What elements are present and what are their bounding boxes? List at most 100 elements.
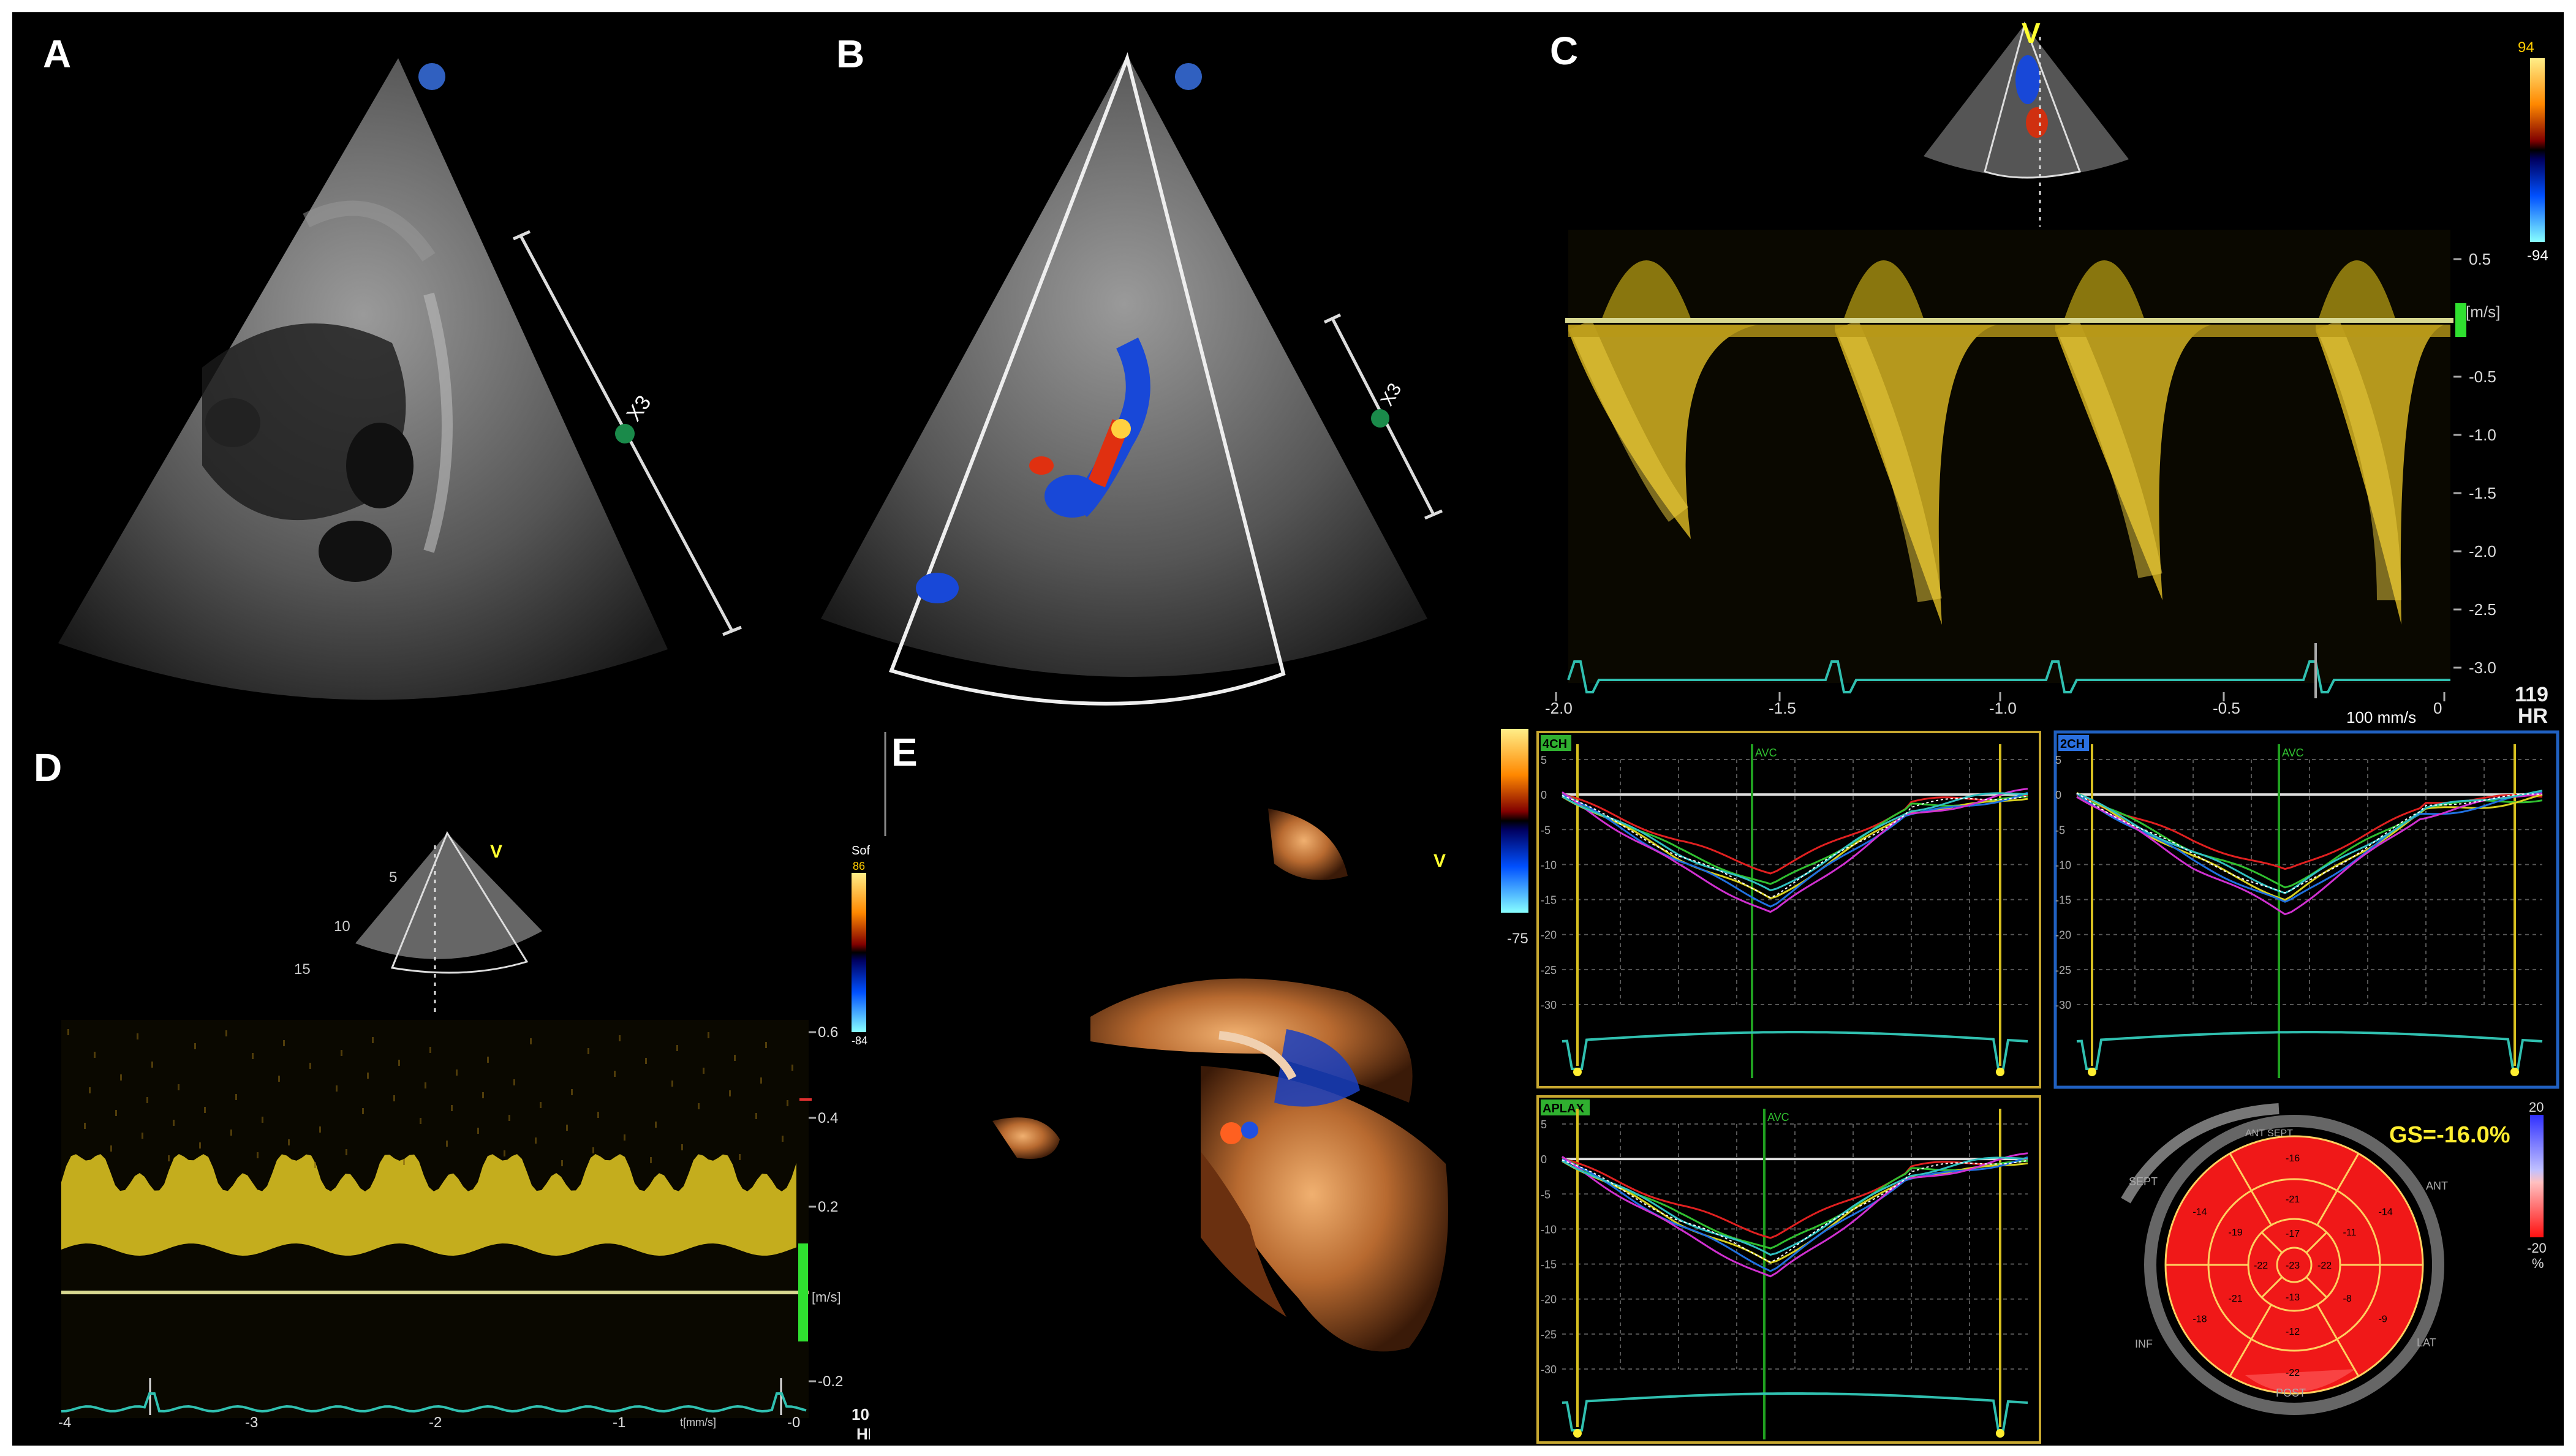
panel-f-y-tick: 5 [2055,754,2061,766]
panel-f-y-tick: -5 [2055,824,2065,836]
panel-d-time-label: t[mm/s] [680,1416,716,1428]
panel-d: D V 5 10 15 Soft 86 -84 [m/s] 0.6 0.4 0.2 -… [12,729,880,1446]
bullseye-inner-segment: -22 [2317,1261,2332,1271]
panel-d-marker-v: V [490,842,502,862]
panel-d-x-tick: -2 [429,1414,442,1431]
panel-d-y-tick: 0.2 [818,1199,838,1215]
bullseye-outer-segment: -14 [2379,1207,2393,1218]
panel-f-y-tick: -25 [1541,1329,1557,1341]
panel-b-depth-marker-dot [1371,409,1389,428]
panel-b: X3 B [809,12,1532,729]
panel-c-sweep-label: 100 mm/s [2346,708,2416,726]
panel-f-y-tick: -10 [1541,859,1557,871]
panel-f-avc-label: AVC [1755,747,1777,759]
panel-b-probe-icon [1175,63,1202,90]
bullseye-mid-segment: -11 [2343,1228,2357,1238]
panel-f-y-tick: -15 [1541,894,1557,907]
panel-c-marker-v: V [2022,17,2041,49]
panel-f-chart-2ch-tag: 2CH [2060,737,2085,751]
panel-f-y-tick: -20 [2055,929,2071,941]
panel-d-x-axis: -4 -3 -2 -1 -0 [58,1414,800,1431]
panel-f-y-tick: -25 [1541,964,1557,976]
panel-f-y-tick: -30 [2055,999,2071,1011]
panel-c-hr-value: 119 [2515,683,2548,706]
bullseye-inner-segment: -22 [2254,1261,2268,1271]
bullseye-mid-segment: -21 [2229,1294,2243,1304]
panel-d-baseline-handle [798,1243,808,1341]
panel-f-chart-4ch: 4CH 5 0 -5 -10 -15 -20 -25 -30 AVC [1536,731,2041,1088]
panel-c-x-tick: -0.5 [2213,699,2240,717]
panel-d-y-axis: 0.6 0.4 0.2 -0.2 [809,1024,843,1390]
panel-e-3d-render [992,809,1448,1352]
panel-f-y-tick: 0 [1541,1153,1547,1166]
bullseye-color-scale [2530,1115,2544,1237]
panel-f-y-tick: -10 [1541,1223,1557,1235]
bullseye-label-ant-sept: ANT SEPT [2245,1128,2293,1139]
panel-c-y-tick: -2.5 [2469,600,2496,619]
panel-a-depth-marker-dot [615,424,635,443]
panel-f-color-scale [1501,729,1528,913]
panel-a: X3 A [12,12,809,729]
panel-d-scale-top: 86 [853,860,865,872]
panel-c-spectrum [1568,260,2450,625]
panel-d-x-tick: -4 [58,1414,71,1431]
panel-f-y-tick: -30 [1541,1364,1557,1376]
panel-c-x-tick: -2.0 [1545,699,1573,717]
panel-f-y-tick: -20 [1541,1294,1557,1306]
panel-c-unit: [m/s] [2466,303,2500,321]
panel-c-hr-label: HR [2518,704,2548,728]
panel-f-avc-label: AVC [1767,1111,1789,1123]
panel-b-letter: B [836,32,864,76]
panel-d-x-tick: -1 [613,1414,625,1431]
panel-c-y-tick: 0.5 [2469,250,2491,268]
bullseye-mid-segment: -21 [2286,1194,2300,1205]
bullseye-inner-segment: -13 [2286,1292,2300,1303]
panel-d-unit: [m/s] [812,1289,841,1305]
panel-c-y-tick: -1.5 [2469,484,2496,502]
panel-d-thumbnail [355,833,542,959]
panel-f-y-tick: -10 [2055,859,2071,871]
panel-c-color-scale [2530,58,2545,242]
panel-c: C V 94 -94 [m/s] 0.5 -0.5 -1.0 -1.5 -2.0 -2.5… [1532,12,2564,729]
panel-c-doppler-plot [1568,230,2450,683]
panel-a-letter: A [43,32,71,76]
panel-f-y-tick: -5 [1541,824,1551,836]
bullseye-outer-segment: -14 [2193,1207,2207,1218]
panel-c-x-axis: -2.0 -1.5 -1.0 -0.5 0 [1545,692,2446,717]
panel-e: E V [870,729,1538,1446]
panel-c-y-tick: -0.5 [2469,368,2496,386]
panel-d-spectrum [61,1029,796,1415]
panel-c-y-axis: 0.5 -0.5 -1.0 -1.5 -2.0 -2.5 -3.0 [2453,250,2496,677]
panel-d-x-tick: -0 [787,1414,800,1431]
panel-c-ecg-trace [1567,660,2450,693]
bullseye-label-lat: LAT [2417,1337,2436,1349]
panel-d-letter: D [34,745,62,790]
panel-b-color-box [889,52,1286,706]
panel-f-y-tick: -30 [1541,999,1557,1011]
panel-f-y-tick: -5 [1541,1188,1551,1201]
panel-d-y-tick: 0.4 [818,1110,838,1126]
bullseye-mid-segment: -8 [2343,1294,2352,1304]
panel-d-depth-15: 15 [294,961,311,978]
panel-f-y-tick: 0 [1541,789,1547,801]
panel-d-color-scale [852,873,866,1032]
panel-f-y-tick: -25 [2055,964,2071,976]
panel-d-x-tick: -3 [245,1414,258,1431]
bullseye-label-post: POST [2276,1387,2306,1399]
panel-f-y-tick: 0 [2055,789,2061,801]
bullseye-scale-bottom: -20 [2527,1240,2547,1256]
panel-f-chart-aplax-tag: APLAX [1543,1102,1584,1115]
panel-c-x-tick: -1.0 [1989,699,2017,717]
panel-f-gs-label: GS=-16.0% [2389,1122,2510,1148]
bullseye-inner-segment: -17 [2286,1229,2300,1239]
bullseye-label-ant: ANT [2426,1180,2448,1192]
panel-f-y-tick: -15 [2055,894,2071,907]
bullseye-scale-unit: % [2532,1256,2544,1271]
panel-d-scale-soft: Soft [852,844,874,858]
panel-d-ecg-trace [61,1392,807,1413]
panel-f-chart-2ch: 2CH 5 0 -5 -10 -15 -20 -25 -30 AVC [2053,730,2559,1089]
panel-f-chart-4ch-tag: 4CH [1543,737,1567,751]
panel-d-depth-5: 5 [389,869,397,886]
panel-f-bullseye: GS=-16.0% -16 -14 -9 -22 -18 -14 -21 -11 -8 -12 -2… [2121,1100,2547,1415]
panel-a-probe-icon [418,63,445,90]
